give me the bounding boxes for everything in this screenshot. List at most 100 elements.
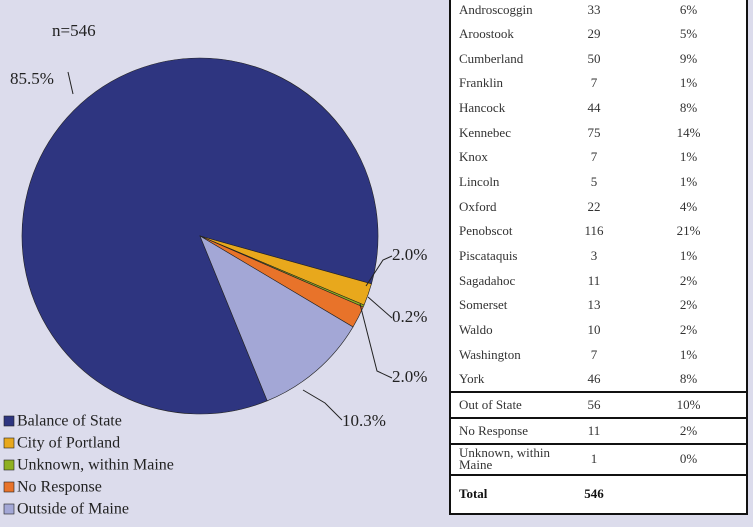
table-cell: 2% [679,321,698,337]
table-row: Out of State 56 10% [450,390,747,418]
table-cell: 75 [587,124,601,140]
table-cell: 13 [587,297,601,313]
leader-line [365,255,393,287]
table-cell: 1% [679,149,698,165]
table-row: Oxford 22 4% [450,194,747,219]
table-cell: Cumberland [459,50,524,66]
table-cell: Penobscot [459,223,513,239]
table-cell: 10 [587,321,601,337]
table-row: Total 546 [450,473,747,514]
table-cell: Out of State [450,390,557,418]
table-cell: 50 [587,50,601,66]
table-cell: 2% [679,297,698,313]
table-cell: 7 [590,75,598,91]
table-cell: 8% [679,99,698,115]
table-row: Sagadahoc 11 2% [450,268,747,293]
table-cell: 1% [679,173,698,189]
pie-slice [199,235,354,402]
legend-swatch [3,503,15,515]
annotation: n=546 [52,21,96,40]
table-cell: Kennebec [459,124,511,140]
table-row: Kennebec 75 14% [450,120,747,145]
table-row: Hancock 44 8% [450,96,747,121]
data-label: 85.5% [10,69,54,88]
table-row: Penobscot 116 21% [450,219,747,244]
table-row: Unknown, within Maine 1 0% [450,442,747,475]
table-cell: Aroostook [459,25,514,41]
table-cell: 2% [631,416,747,444]
table-cell: 5% [679,25,698,41]
table-cell: 56 [557,390,631,418]
table-cell: 546 [557,473,631,514]
table-cell: 14% [676,124,701,140]
table-cell: Oxford [459,198,497,214]
table-row: Cumberland 50 9% [450,46,747,71]
data-label: 0.2% [392,307,427,326]
data-label: 2.0% [392,367,427,386]
legend-label: Outside of Maine [17,501,129,518]
legend-label: Balance of State [17,413,122,430]
table-cell: Unknown, within Maine [450,442,557,475]
table-cell: No Response [450,416,557,444]
table-cell: 7 [590,149,598,165]
table-cell: 0% [631,442,747,475]
table-cell: York [459,370,485,386]
table-row: Somerset 13 2% [450,293,747,318]
table-cell: 4% [679,198,698,214]
table-cell: Lincoln [459,173,500,189]
table-row: Franklin 7 1% [450,71,747,96]
table-row: Androscoggin 33 6% [450,0,747,22]
table-cell: 22 [587,198,601,214]
table-row: Knox 7 1% [450,145,747,170]
table-row: Washington 7 1% [450,342,747,367]
table-cell: 21% [676,223,701,239]
table-cell: 9% [679,50,698,66]
table-cell: 1% [679,247,698,263]
table-cell: 44 [587,99,601,115]
table-row: York 46 8% [450,367,747,392]
table-cell: Sagadahoc [459,272,516,288]
leader-line [367,296,393,319]
table-cell: Knox [459,149,488,165]
table-row: Lincoln 5 1% [450,170,747,195]
table-row: Waldo 10 2% [450,318,747,343]
table-cell: Total [450,473,557,514]
legend-label: City of Portland [17,435,120,452]
data-label: 10.3% [342,411,386,430]
table-cell: 8% [679,370,698,386]
table-cell: 5 [590,173,598,189]
legend-swatch [3,481,15,493]
legend-label: Unknown, within Maine [17,457,174,474]
table-cell: 46 [587,370,601,386]
leader-line [67,71,74,95]
table-cell: 7 [590,346,598,362]
table-cell: 33 [587,1,601,17]
legend-swatch [3,415,15,427]
table-cell: 29 [587,25,601,41]
table-cell: 11 [557,416,631,444]
leader-line [302,389,343,421]
table-cell: 1 [557,442,631,475]
leader-line [359,303,393,379]
data-table: Androscoggin 33 6% Aroostook 29 5% Cumberland 5… [449,0,748,515]
table-row: Piscataquis 3 1% [450,244,747,269]
legend-swatch [3,437,15,449]
table-cell: Franklin [459,75,504,91]
table-cell: 11 [587,272,601,288]
table-cell [631,473,747,514]
table-cell: 2% [679,272,698,288]
legend-swatch [3,459,15,471]
table-row: Aroostook 29 5% [450,22,747,47]
table-cell: Washington [459,346,521,362]
table-cell: 1% [679,75,698,91]
table-cell: Somerset [459,297,508,313]
data-label: 2.0% [392,245,427,264]
table-cell: 116 [584,223,604,239]
table-cell: Androscoggin [459,1,533,17]
table-row: No Response 11 2% [450,416,747,444]
table-cell: Waldo [459,321,493,337]
table-cell: 1% [679,346,698,362]
legend-label: No Response [17,479,102,496]
